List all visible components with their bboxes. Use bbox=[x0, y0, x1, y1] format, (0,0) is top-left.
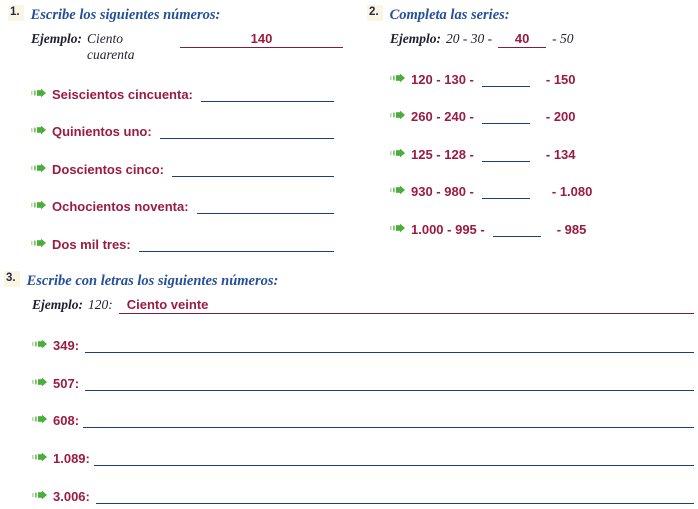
series-before: 125 - 128 - bbox=[411, 146, 474, 162]
arrow-icon bbox=[390, 70, 405, 88]
series-after: - 200 bbox=[545, 109, 576, 124]
arrow-icon bbox=[32, 336, 47, 354]
item-label: 349: bbox=[53, 337, 80, 353]
series-item: 120 - 130 - - 150 bbox=[390, 70, 688, 88]
example-answer-blank: 40 bbox=[498, 31, 547, 48]
write-item: 3.006: bbox=[32, 487, 694, 505]
item-label: 507: bbox=[53, 375, 80, 391]
answer-blank[interactable] bbox=[159, 125, 334, 139]
series-before: 1.000 - 995 - bbox=[411, 221, 485, 237]
example-text: 120: bbox=[88, 297, 113, 312]
example-text: Ciento cuarenta bbox=[87, 31, 135, 62]
series-item: 260 - 240 - - 200 bbox=[390, 107, 688, 125]
item-label: Doscientos cinco: bbox=[52, 161, 164, 177]
arrow-icon bbox=[390, 182, 405, 200]
example-series-after: - 50 bbox=[552, 31, 574, 46]
section-write-with-letters: 3. Escribe con letras los siguientes núm… bbox=[0, 271, 698, 505]
arrow-icon bbox=[32, 487, 47, 505]
answer-blank[interactable] bbox=[481, 148, 530, 162]
answer-blank[interactable] bbox=[200, 88, 334, 102]
section-complete-series: 2. Completa las series: Ejemplo: 20 - 30… bbox=[367, 5, 698, 262]
arrow-icon bbox=[31, 85, 46, 103]
example-row: Ejemplo: Ciento cuarenta 140 bbox=[31, 31, 367, 63]
series-after: - 985 bbox=[556, 221, 587, 237]
item-label: Ochocientos noventa: bbox=[52, 199, 189, 214]
write-item: 608: bbox=[32, 411, 694, 429]
answer-blank[interactable] bbox=[95, 490, 694, 504]
arrow-icon bbox=[31, 160, 46, 178]
section-title: Escribe con letras los siguientes número… bbox=[26, 273, 279, 289]
arrow-icon bbox=[390, 220, 405, 238]
exercise-item: Ochocientos noventa: bbox=[31, 197, 367, 215]
answer-blank[interactable] bbox=[481, 110, 530, 124]
series-item: 1.000 - 995 - - 985 bbox=[390, 220, 688, 238]
example-row: Ejemplo: 20 - 30 - 40 - 50 bbox=[390, 31, 688, 48]
item-label: 608: bbox=[53, 413, 80, 429]
arrow-icon bbox=[31, 197, 46, 215]
answer-blank[interactable] bbox=[138, 238, 334, 252]
example-row: Ejemplo: 120: Ciento veinte bbox=[32, 297, 694, 314]
series-item: 930 - 980 - - 1.080 bbox=[390, 182, 688, 200]
section-number-badge: 1. bbox=[8, 5, 24, 21]
item-label: Dos mil tres: bbox=[52, 236, 131, 252]
exercise-item: Doscientos cinco: bbox=[31, 160, 367, 178]
example-prefix: Ejemplo: bbox=[32, 297, 83, 312]
section-title: Completa las series: bbox=[389, 7, 510, 23]
write-item: 349: bbox=[32, 336, 694, 354]
section-write-numbers: 1. Escribe los siguientes números: Ejemp… bbox=[0, 5, 367, 262]
answer-blank[interactable] bbox=[93, 452, 694, 467]
arrow-icon bbox=[390, 107, 405, 125]
arrow-icon bbox=[31, 122, 46, 140]
top-two-column-area: 1. Escribe los siguientes números: Ejemp… bbox=[0, 5, 698, 262]
section-title: Escribe los siguientes números: bbox=[30, 7, 221, 23]
arrow-icon bbox=[390, 145, 405, 163]
answer-blank[interactable] bbox=[83, 414, 694, 429]
series-after: - 134 bbox=[545, 146, 576, 162]
answer-blank[interactable] bbox=[492, 223, 541, 237]
item-label: 1.089: bbox=[53, 451, 90, 467]
answer-blank[interactable] bbox=[196, 200, 334, 214]
answer-blank[interactable] bbox=[171, 163, 334, 177]
exercise-item: Seiscientos cincuenta: bbox=[31, 85, 367, 103]
arrow-icon bbox=[32, 411, 47, 429]
item-label: Seiscientos cincuenta: bbox=[52, 86, 193, 102]
series-item: 125 - 128 - - 134 bbox=[390, 145, 688, 163]
example-prefix: Ejemplo: bbox=[31, 31, 82, 46]
example-prefix: Ejemplo: bbox=[390, 31, 441, 46]
arrow-icon bbox=[32, 449, 47, 467]
arrow-icon bbox=[32, 374, 47, 392]
series-after: - 1.080 bbox=[551, 184, 593, 199]
answer-blank[interactable] bbox=[85, 339, 694, 353]
example-series-before: 20 - 30 - bbox=[446, 31, 493, 46]
arrow-icon bbox=[31, 235, 46, 253]
series-before: 120 - 130 - bbox=[411, 71, 474, 87]
section-number-badge: 2. bbox=[367, 5, 383, 21]
series-after: - 150 bbox=[545, 71, 576, 87]
answer-blank[interactable] bbox=[85, 377, 694, 391]
answer-blank[interactable] bbox=[481, 73, 530, 87]
item-label: 3.006: bbox=[53, 488, 90, 504]
example-answer-blank: 140 bbox=[180, 31, 343, 48]
example-answer-blank: Ciento veinte bbox=[118, 297, 694, 314]
exercise-item: Dos mil tres: bbox=[31, 235, 367, 253]
series-before: 260 - 240 - bbox=[411, 109, 474, 124]
write-item: 1.089: bbox=[32, 449, 694, 467]
exercise-item: Quinientos uno: bbox=[31, 122, 367, 140]
series-before: 930 - 980 - bbox=[411, 184, 474, 199]
write-item: 507: bbox=[32, 374, 694, 392]
answer-blank[interactable] bbox=[481, 185, 530, 199]
item-label: Quinientos uno: bbox=[52, 124, 152, 139]
section-number-badge: 3. bbox=[4, 271, 20, 287]
